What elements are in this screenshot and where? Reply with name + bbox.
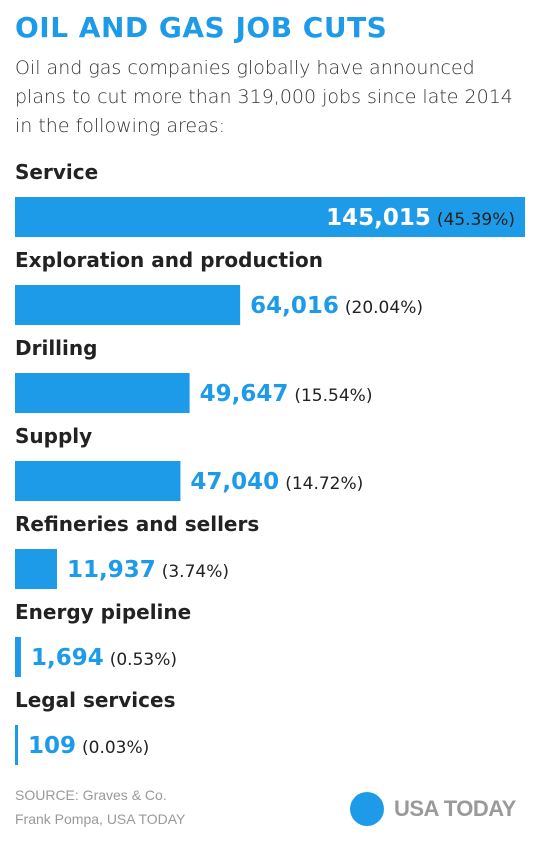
percent-label: (45.39%) <box>437 210 515 230</box>
percent-label: (20.04%) <box>345 298 423 318</box>
category-label: Exploration and production <box>15 248 323 272</box>
data-label: 145,015 (45.39%) <box>326 205 515 231</box>
category-label: Legal services <box>15 688 176 712</box>
value-label: 49,647 <box>200 381 289 407</box>
page-subtitle: Oil and gas companies globally have anno… <box>15 57 513 137</box>
page-title: OIL AND GAS JOB CUTS <box>15 11 388 44</box>
bar <box>15 549 57 589</box>
value-label: 1,694 <box>31 645 104 671</box>
brand-logo: USA TODAY <box>350 792 516 826</box>
category-label: Refineries and sellers <box>15 512 259 536</box>
value-label: 109 <box>28 733 76 759</box>
credit-note: Frank Pompa, USA TODAY <box>15 811 186 827</box>
bar <box>15 285 241 325</box>
bar <box>15 637 21 677</box>
category-label: Drilling <box>15 336 97 360</box>
percent-label: (0.53%) <box>110 650 177 670</box>
bar <box>15 373 190 413</box>
value-label: 11,937 <box>67 557 156 583</box>
bar <box>15 197 525 237</box>
data-label: 64,016 (20.04%) <box>250 293 423 319</box>
category-label: Service <box>15 160 98 184</box>
percent-label: (3.74%) <box>162 562 229 582</box>
data-label: 11,937 (3.74%) <box>67 557 229 583</box>
data-label: 47,040 (14.72%) <box>190 469 363 495</box>
data-label: 1,694 (0.53%) <box>31 645 177 671</box>
footer: SOURCE: Graves & Co. Frank Pompa, USA TO… <box>15 783 185 831</box>
value-label: 47,040 <box>190 469 279 495</box>
percent-label: (14.72%) <box>285 474 363 494</box>
percent-label: (0.03%) <box>82 738 149 758</box>
percent-label: (15.54%) <box>294 386 372 406</box>
bar <box>15 461 181 501</box>
logo-circle-icon <box>350 792 384 826</box>
category-label: Supply <box>15 424 92 448</box>
value-label: 145,015 <box>326 205 431 231</box>
category-label: Energy pipeline <box>15 600 191 624</box>
bar-chart: Service 145,015 (45.39%) Exploration and pr… <box>15 160 525 765</box>
source-note: SOURCE: Graves & Co. <box>15 787 167 803</box>
data-label: 49,647 (15.54%) <box>200 381 373 407</box>
value-label: 64,016 <box>250 293 339 319</box>
bar <box>15 725 18 765</box>
logo-text: USA TODAY <box>394 796 516 821</box>
data-label: 109 (0.03%) <box>28 733 149 759</box>
